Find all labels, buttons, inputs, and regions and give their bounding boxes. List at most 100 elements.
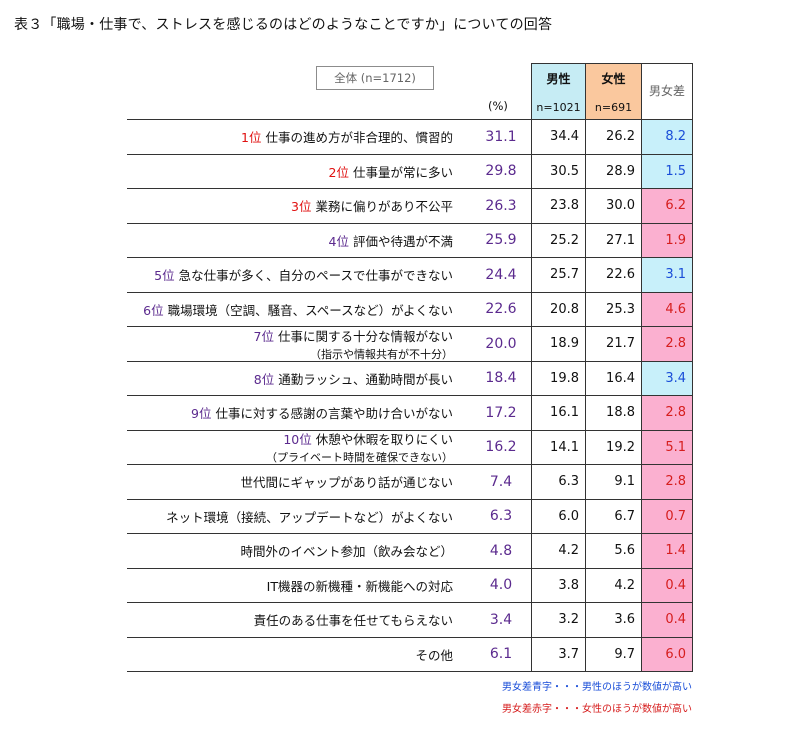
row-label-line: 4位 評価や待遇が不満 [329,231,453,250]
female-value: 30.0 [585,189,641,223]
row-label-line: 8位 通勤ラッシュ、通勤時間が長い [254,369,453,388]
female-value: 5.6 [585,534,641,568]
row-label-line: 3位 業務に偏りがあり不公平 [291,196,453,215]
item-text: 仕事に対する感謝の言葉や助け合いがない [215,406,453,422]
total-value: 31.1 [485,128,517,145]
row-label-line: 1位 仕事の進め方が非合理的、慣習的 [241,127,453,146]
item-text: 職場環境（空調、騒音、スペースなど）がよくない [167,302,453,318]
item-text: 仕事量が常に多い [352,164,453,180]
row-label-line: その他 [415,645,453,664]
row-label-line: 7位 仕事に関する十分な情報がない [254,326,453,345]
table-row: 時間外のイベント参加（飲み会など） 4.8 4.2 5.6 1.4 [127,534,693,569]
rank-label: 9位 [191,406,212,422]
item-text: 仕事に関する十分な情報がない [277,328,453,344]
male-value: 3.2 [531,603,585,637]
row-label: 7位 仕事に関する十分な情報がない （指示や情報共有が不十分） [254,327,453,361]
diff-value: 8.2 [641,120,693,154]
row-label-line: 時間外のイベント参加（飲み会など） [240,541,453,560]
total-value: 3.4 [489,611,513,628]
female-value: 28.9 [585,154,641,188]
item-text: ネット環境（接続、アップデートなど）がよくない [166,509,453,525]
table-row: 5位 急な仕事が多く、自分のペースで仕事ができない 24.4 25.7 22.6 3.1 [127,258,693,293]
table-row: 責任のある仕事を任せてもらえない 3.4 3.2 3.6 0.4 [127,603,693,638]
total-value: 29.8 [485,163,517,180]
male-value: 14.1 [531,430,585,464]
diff-value: 6.2 [641,189,693,223]
item-text: 責任のある仕事を任せてもらえない [253,613,453,629]
row-label: 1位 仕事の進め方が非合理的、慣習的 [241,120,453,154]
row-label-line: 9位 仕事に対する感謝の言葉や助け合いがない [191,403,453,422]
row-label-line: 責任のある仕事を任せてもらえない [254,610,453,629]
total-value: 7.4 [489,473,513,490]
male-value: 6.3 [531,465,585,499]
diff-value: 1.5 [641,154,693,188]
male-sample-size: n=1021 [536,101,581,114]
diff-value: 3.4 [641,361,693,395]
male-value: 25.7 [531,258,585,292]
legend-blue-note: 男女差青字・・・男性のほうが数値が高い [502,682,692,693]
rank-label: 5位 [154,268,175,284]
item-text: IT機器の新機種・新機能への対応 [266,578,453,594]
row-label: 5位 急な仕事が多く、自分のペースで仕事ができない [154,258,453,292]
diff-value: 0.4 [641,568,693,602]
table-row: 10位 休憩や休暇を取りにくい （プライベート時間を確保できない） 16.2 14.1 1… [127,429,693,465]
rank-label: 2位 [328,164,349,180]
percent-unit-label: (%) [488,99,508,113]
total-value: 17.2 [485,404,517,421]
item-text: 通勤ラッシュ、通勤時間が長い [278,371,453,387]
total-value: 6.1 [489,646,513,663]
female-value: 22.6 [585,258,641,292]
male-value: 16.1 [531,396,585,430]
table-row: 3位 業務に偏りがあり不公平 26.3 23.8 30.0 6.2 [127,189,693,224]
rank-label: 7位 [253,328,274,344]
row-label: 4位 評価や待遇が不満 [329,224,453,258]
rank-label: 8位 [253,371,275,387]
male-value: 20.8 [531,292,585,326]
item-text: その他 [415,647,453,663]
table-row: 2位 仕事量が常に多い 29.8 30.5 28.9 1.5 [127,154,693,189]
row-label: 6位 職場環境（空調、騒音、スペースなど）がよくない [143,293,453,327]
table-row: その他 6.1 3.7 9.7 6.0 [127,637,693,672]
female-column-header: 女性 n=691 [585,63,641,119]
total-value: 26.3 [485,197,517,214]
diff-value: 0.7 [641,499,693,533]
row-label: 時間外のイベント参加（飲み会など） [240,534,453,568]
male-value: 23.8 [531,189,585,223]
row-label: 8位 通勤ラッシュ、通勤時間が長い [254,362,453,396]
rank-label: 3位 [291,199,312,215]
female-value: 26.2 [585,120,641,154]
row-label: その他 [415,638,453,672]
table-row: IT機器の新機種・新機能への対応 4.0 3.8 4.2 0.4 [127,568,693,603]
item-subtext: （プライベート時間を確保できない） [266,451,453,465]
results-table: 1位 仕事の進め方が非合理的、慣習的 31.1 34.4 26.2 8.2 2位 仕事量が常に… [127,119,693,672]
total-value: 18.4 [485,370,517,387]
male-value: 34.4 [531,120,585,154]
row-label: 9位 仕事に対する感謝の言葉や助け合いがない [191,396,453,430]
item-text: 評価や待遇が不満 [352,233,453,249]
male-value: 18.9 [531,327,585,361]
row-label-line: IT機器の新機種・新機能への対応 [267,576,453,595]
total-value: 20.0 [485,335,517,352]
item-text: 業務に偏りがあり不公平 [315,199,453,215]
row-label: 10位 休憩や休暇を取りにくい （プライベート時間を確保できない） [266,429,453,465]
row-label-line: 10位 休憩や休暇を取りにくい [283,429,453,448]
row-label-line: ネット環境（接続、アップデートなど）がよくない [166,507,453,526]
female-value: 19.2 [585,430,641,464]
item-text: 世代間にギャップがあり話が通じない [240,475,453,491]
row-label: IT機器の新機種・新機能への対応 [267,569,453,603]
male-value: 3.8 [531,568,585,602]
total-value: 4.0 [489,577,513,594]
row-label-line: 2位 仕事量が常に多い [329,162,453,181]
legend-red-note: 男女差赤字・・・女性のほうが数値が高い [502,704,692,715]
rank-label: 1位 [241,130,262,146]
row-label: 世代間にギャップがあり話が通じない [240,465,453,499]
row-label-line: 世代間にギャップがあり話が通じない [240,472,453,491]
total-value: 6.3 [489,508,513,525]
row-label: 3位 業務に偏りがあり不公平 [291,189,453,223]
diff-value: 6.0 [641,637,693,671]
item-text: 時間外のイベント参加（飲み会など） [240,544,453,560]
diff-header-label: 男女差 [648,84,685,98]
total-sample-box: 全体 (n=1712) [316,66,434,90]
row-label: 責任のある仕事を任せてもらえない [254,603,453,637]
male-value: 25.2 [531,223,585,257]
